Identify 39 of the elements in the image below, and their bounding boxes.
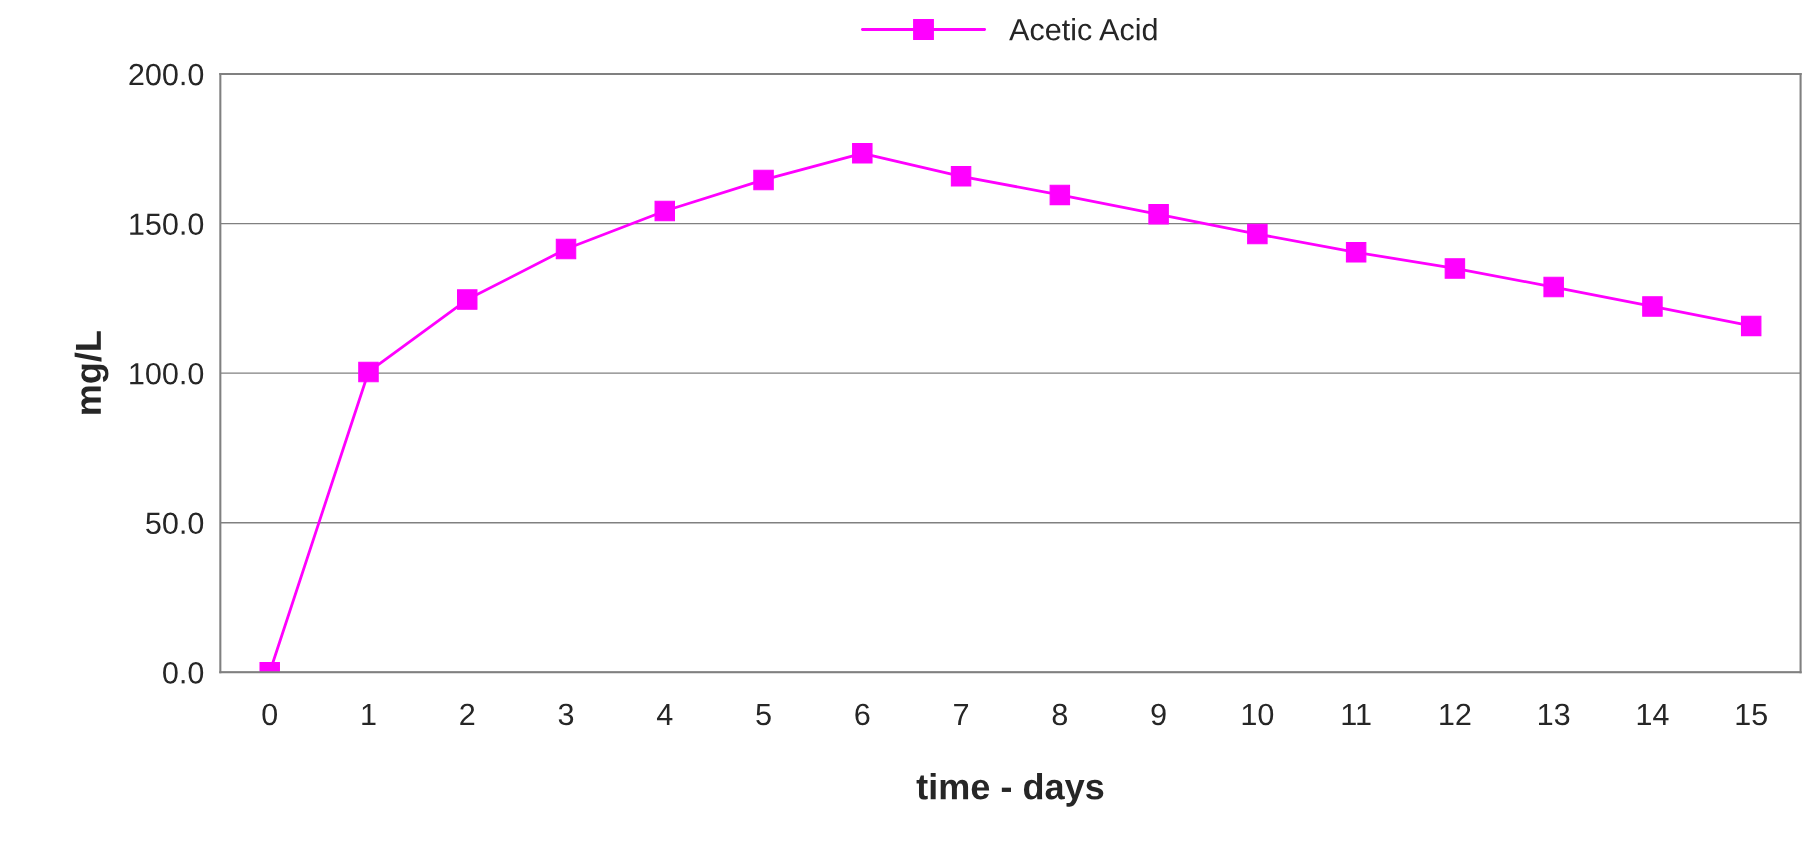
x-tick-label: 2 <box>460 703 475 725</box>
point <box>654 200 676 222</box>
x-axis-title: time - days <box>916 773 1104 807</box>
x-tick-label: 11 <box>1342 703 1371 725</box>
y-tick-label: 200.0 <box>129 63 204 86</box>
x-tick-label: 7 <box>954 703 969 725</box>
x-tick-label: 3 <box>558 703 574 726</box>
x-tick-label: 6 <box>855 703 870 726</box>
y-tick-label: 150.0 <box>130 213 204 235</box>
point <box>950 166 972 187</box>
y-tick-label: 100.0 <box>130 362 204 385</box>
point <box>1049 184 1071 206</box>
point <box>1740 315 1762 337</box>
x-tick-label: 4 <box>656 703 673 725</box>
x-tick-label: 15 <box>1736 703 1767 726</box>
x-tick-label: 14 <box>1637 703 1669 725</box>
legend-label: Acetic Acid <box>1009 18 1157 41</box>
x-tick-label: 0 <box>262 703 278 726</box>
point <box>1543 276 1564 298</box>
point <box>1247 223 1268 245</box>
point <box>555 238 577 260</box>
point <box>457 289 478 310</box>
x-tick-label: 8 <box>1052 703 1068 726</box>
point <box>1642 296 1663 317</box>
x-tick-label: 5 <box>756 703 771 726</box>
point <box>1345 242 1367 263</box>
x-tick-label: 13 <box>1539 703 1570 726</box>
x-tick-label: 1 <box>362 703 376 725</box>
x-tick-label: 12 <box>1440 703 1471 725</box>
point <box>753 169 774 191</box>
x-tick-label: 10 <box>1242 703 1274 726</box>
x-tick-label: 9 <box>1151 703 1166 726</box>
y-tick-label: 0.0 <box>163 662 204 684</box>
point <box>358 361 379 383</box>
point <box>1148 204 1169 225</box>
y-axis-title: mg/L <box>74 331 109 414</box>
point <box>852 143 873 164</box>
point <box>1444 258 1466 279</box>
y-tick-label: 50.0 <box>146 512 204 535</box>
